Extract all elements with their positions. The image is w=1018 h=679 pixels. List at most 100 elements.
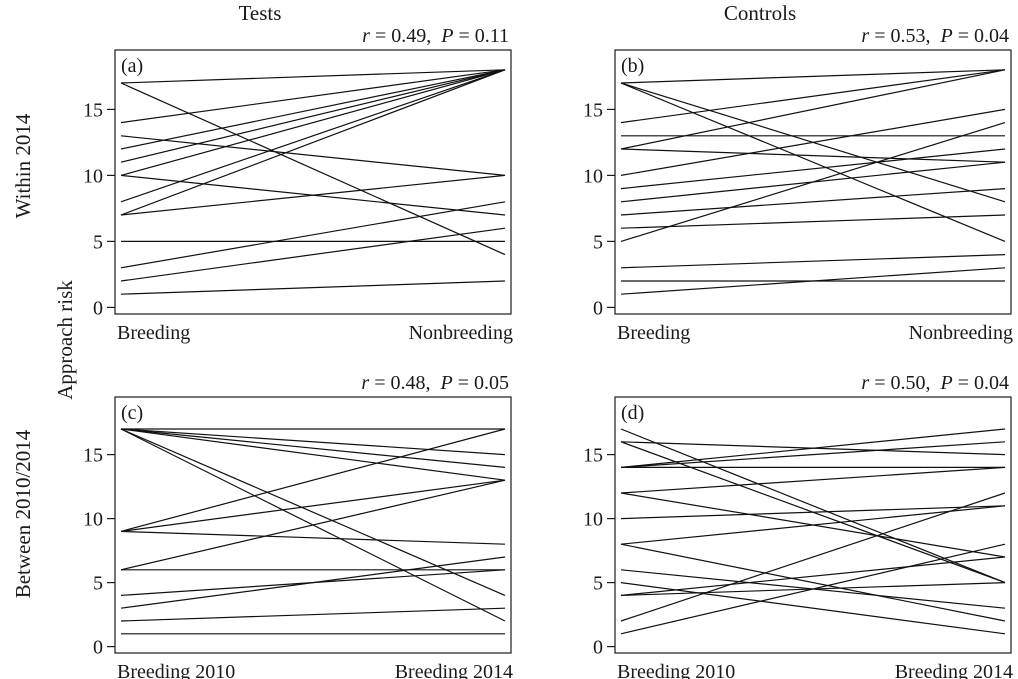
col-title-controls: Controls	[724, 1, 796, 25]
series-line	[620, 69, 1006, 84]
series-line	[120, 69, 506, 203]
stats-label: r = 0.49, P = 0.11	[362, 25, 509, 47]
x-category-label: Nonbreeding	[909, 322, 1013, 344]
series-line	[620, 466, 1006, 494]
series-line	[620, 69, 1006, 124]
panel-label: (b)	[621, 55, 644, 77]
series-line	[120, 479, 506, 571]
stat-stat-r: r	[861, 25, 869, 47]
series-line	[620, 214, 1006, 229]
series-line	[120, 227, 506, 282]
stats-label: r = 0.48, P = 0.05	[361, 372, 509, 394]
stat-stat-r-val: = 0.48,	[369, 372, 430, 394]
series-line	[120, 428, 506, 532]
series-line	[120, 428, 506, 468]
y-tick-label: 10	[583, 509, 603, 531]
stat-stat-p: P	[931, 372, 953, 394]
series-line	[620, 428, 1006, 468]
stat-stat-r-val: = 0.49,	[370, 25, 431, 47]
series-line	[620, 188, 1006, 216]
stat-stat-r-val: = 0.53,	[869, 25, 930, 47]
y-tick-label: 10	[83, 509, 103, 531]
y-tick-label: 10	[583, 165, 603, 187]
series-line	[120, 69, 506, 216]
stat-stat-p-val: = 0.04	[953, 25, 1009, 47]
stat-stat-p-val: = 0.05	[453, 372, 509, 394]
series-line	[620, 492, 1006, 622]
panel-d: (d) r = 0.50, P = 0.04 0 5 10 15 Breeding 2010…	[583, 372, 1013, 679]
series-line	[120, 428, 506, 481]
panel-a: (a) r = 0.49, P = 0.11 0 5 10 15 Breeding Nonbr…	[83, 25, 513, 344]
y-tick-label: 5	[93, 573, 103, 595]
series-line	[120, 69, 506, 176]
series-line	[120, 530, 506, 545]
y-tick-label: 0	[593, 637, 603, 659]
stat-stat-p: P	[431, 25, 453, 47]
y-tick-label: 15	[83, 99, 103, 121]
series-line	[120, 479, 506, 532]
series-line	[120, 607, 506, 622]
stat-stat-p: P	[931, 25, 953, 47]
series-line	[620, 441, 1006, 468]
series-line	[120, 69, 506, 150]
series-line	[120, 428, 506, 596]
series-line	[120, 135, 506, 176]
y-tick-label: 15	[583, 445, 603, 467]
panel-c: (c) r = 0.48, P = 0.05 0 5 10 15 Breeding 2010…	[83, 372, 513, 679]
series-line	[620, 254, 1006, 269]
x-category-label: Breeding 2010	[617, 661, 735, 679]
series-line	[620, 543, 1006, 635]
y-axis-label: Approach risk	[53, 280, 77, 400]
series-line	[620, 428, 1006, 584]
stat-stat-r-val: = 0.50,	[869, 372, 930, 394]
y-tick-label: 5	[593, 573, 603, 595]
y-tick-label: 0	[93, 297, 103, 319]
series-line	[120, 69, 506, 163]
stat-stat-p-val: = 0.04	[953, 372, 1009, 394]
plot-frame	[114, 396, 512, 654]
x-category-label: Nonbreeding	[409, 322, 513, 344]
series-line	[620, 148, 1006, 163]
series-line	[120, 174, 506, 216]
row-title-between-2010-2014: Between 2010/2014	[11, 429, 35, 598]
series-line	[120, 82, 506, 256]
y-tick-label: 5	[93, 231, 103, 253]
row-title-within-2014: Within 2014	[11, 113, 35, 218]
stats-label: r = 0.53, P = 0.04	[861, 25, 1009, 47]
x-category-label: Breeding 2014	[395, 661, 513, 679]
y-tick-label: 10	[83, 165, 103, 187]
series-line	[120, 69, 506, 124]
series-line	[620, 122, 1006, 242]
panel-label: (d)	[621, 402, 644, 424]
y-tick-label: 15	[583, 99, 603, 121]
series-line	[620, 505, 1006, 520]
plot-frame	[114, 49, 512, 315]
series-line	[620, 556, 1006, 596]
stats-label: r = 0.50, P = 0.04	[861, 372, 1009, 394]
y-tick-label: 5	[593, 231, 603, 253]
stat-stat-p: P	[431, 372, 453, 394]
panel-label: (c)	[121, 402, 143, 424]
x-category-label: Breeding 2014	[895, 661, 1013, 679]
series-line	[620, 82, 1006, 242]
series-line	[120, 201, 506, 269]
x-category-label: Breeding	[617, 322, 690, 344]
y-tick-label: 0	[93, 637, 103, 659]
series-line	[620, 505, 1006, 545]
col-title-tests: Tests	[239, 1, 282, 25]
stat-stat-r: r	[861, 372, 869, 394]
panel-label: (a)	[121, 55, 143, 77]
series-line	[620, 108, 1006, 176]
series-line	[120, 556, 506, 609]
x-category-label: Breeding 2010	[117, 661, 235, 679]
series-line	[620, 69, 1006, 150]
panel-b: (b) r = 0.53, P = 0.04 0 5 10 15 Breeding Nonbr…	[583, 25, 1013, 344]
plot-frame	[614, 49, 1012, 315]
y-tick-label: 0	[593, 297, 603, 319]
series-line	[120, 280, 506, 295]
plot-frame	[614, 396, 1012, 654]
series-line	[120, 428, 506, 456]
series-line	[620, 543, 1006, 622]
series-line	[620, 582, 1006, 635]
